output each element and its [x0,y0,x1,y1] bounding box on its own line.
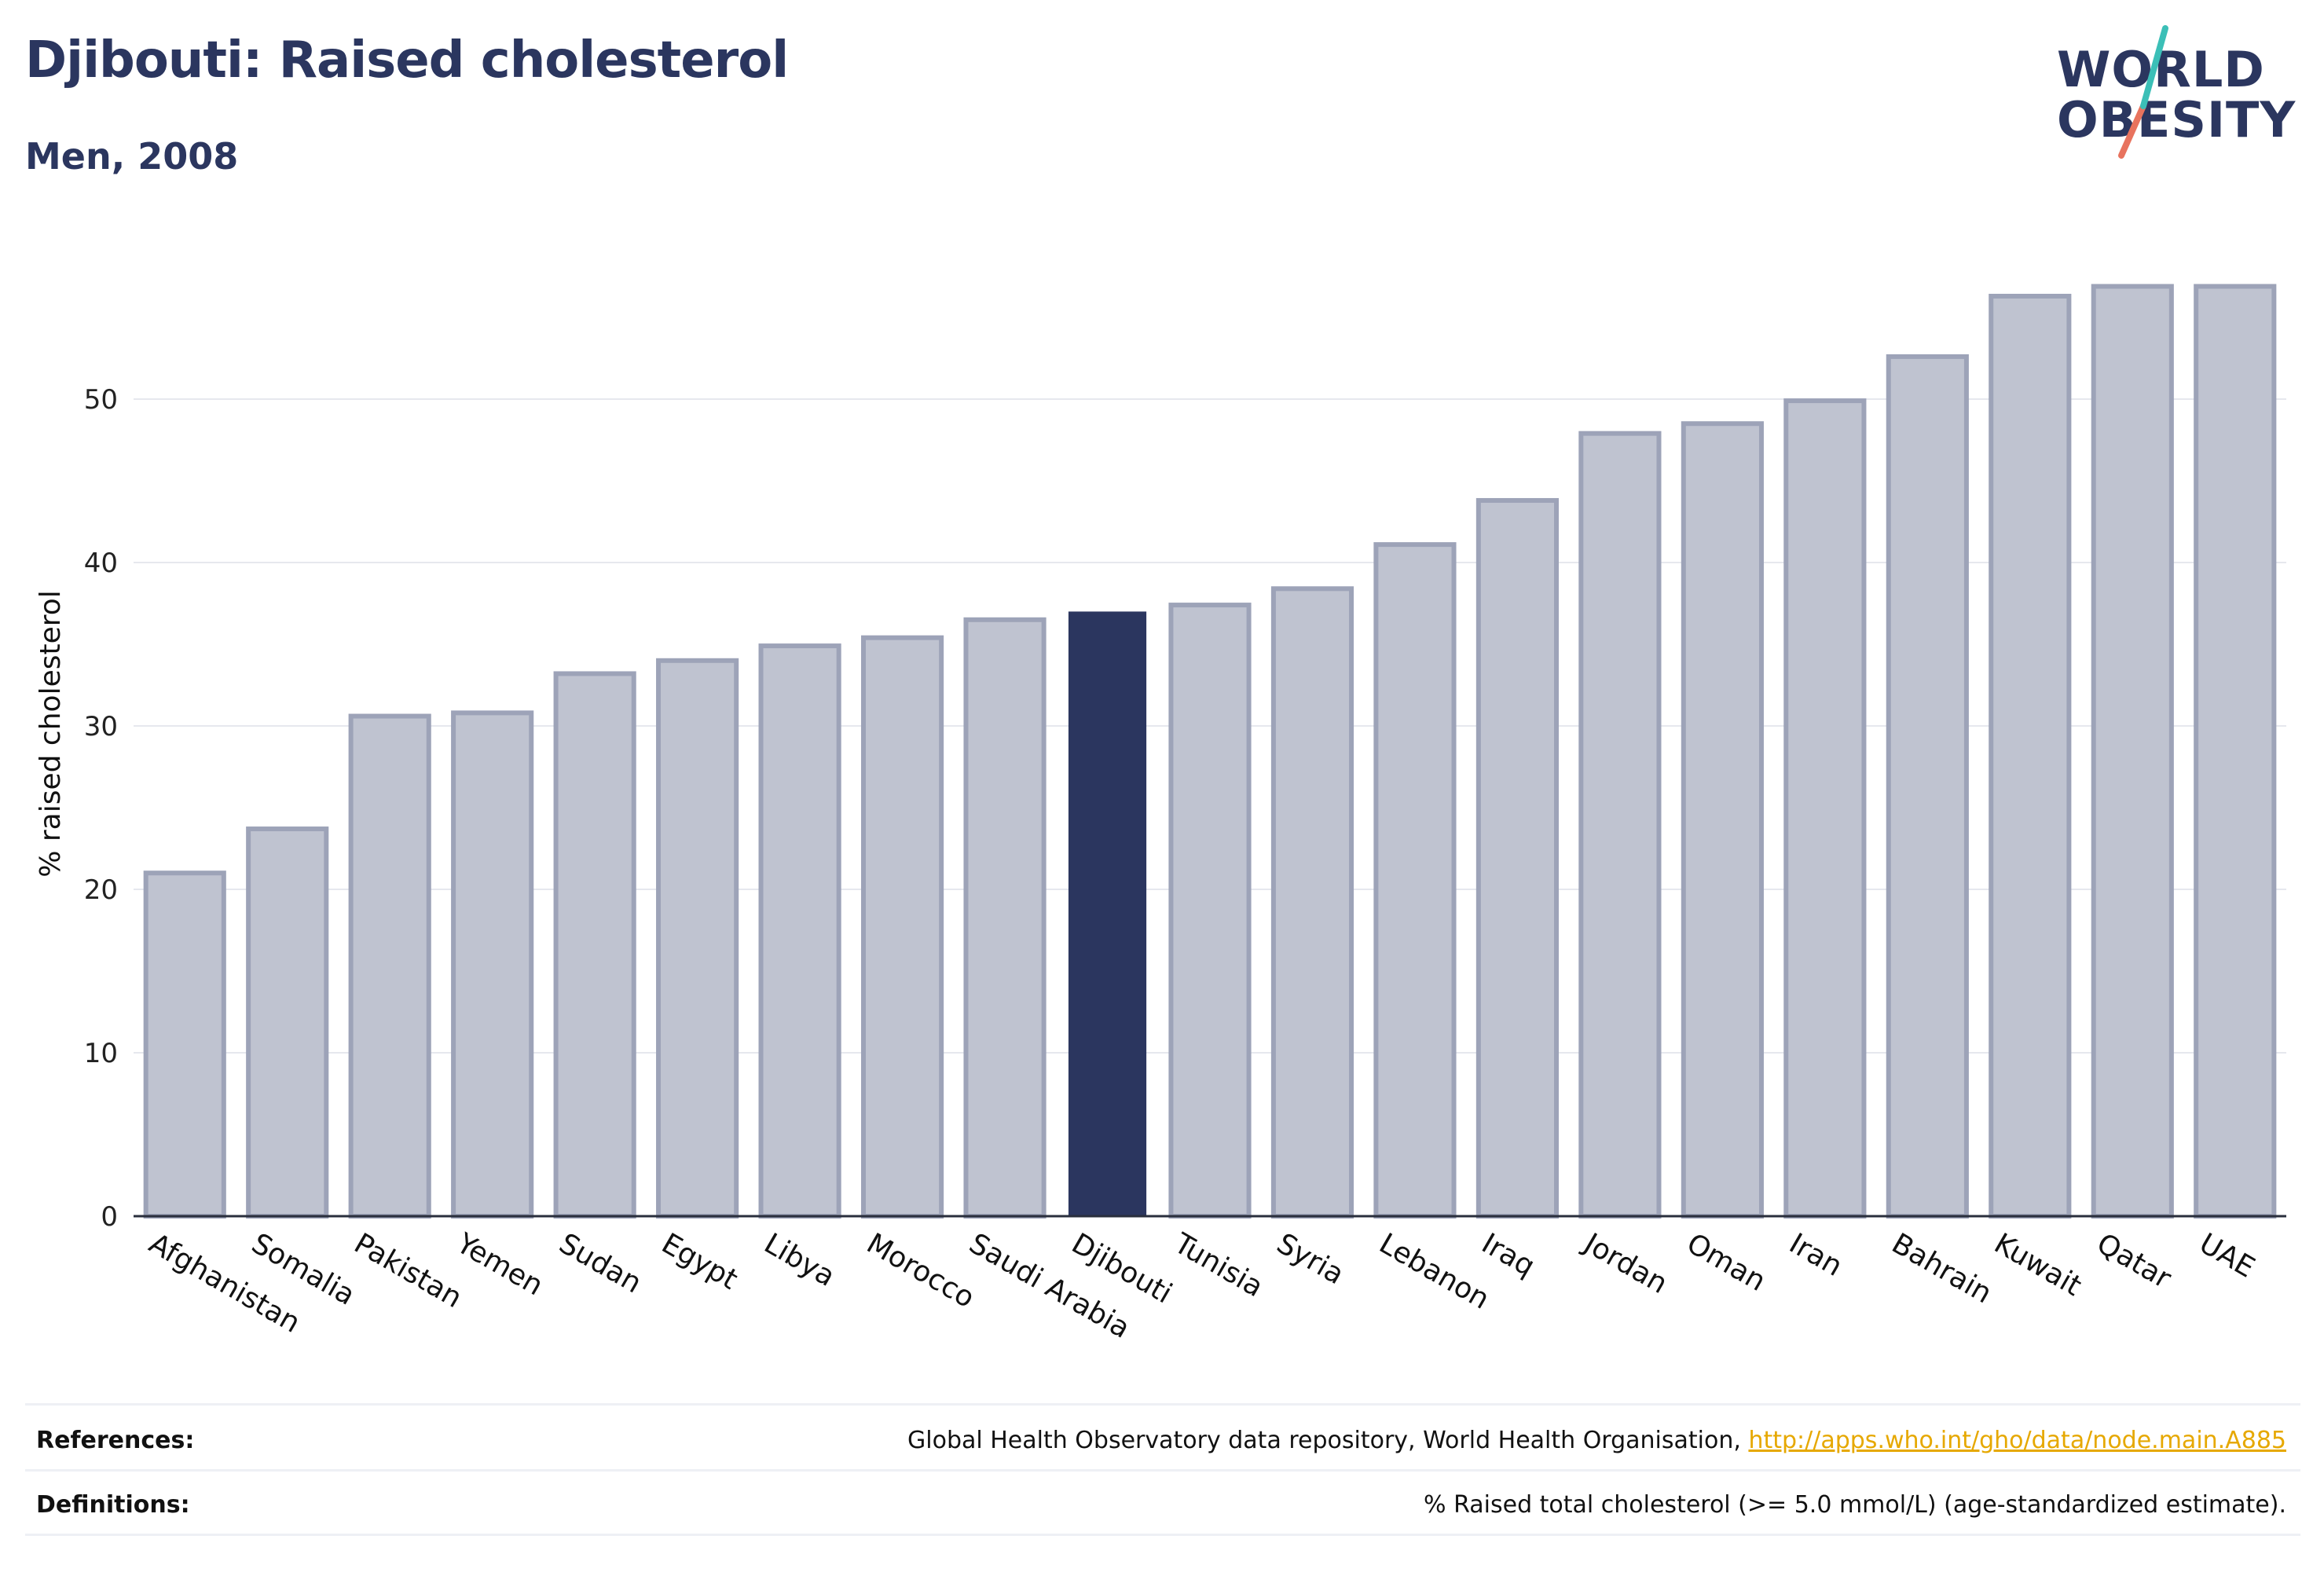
x-tick-label: Syria [1271,1227,1349,1291]
bar [1270,586,1354,1219]
x-tick-label: Qatar [2091,1227,2176,1295]
bar [1989,293,2072,1219]
bar [1783,398,1867,1219]
x-tick-label: Iraq [1476,1227,1540,1283]
bar [451,710,534,1219]
bar [963,617,1047,1219]
logo-slash-icon [2118,25,2168,159]
y-tick-label: 40 [84,548,118,579]
x-tick-label: Oman [1681,1227,1771,1298]
references-text: Global Health Observatory data repositor… [907,1427,2286,1454]
x-tick-label: Bahrain [1886,1227,1997,1310]
footer-divider-middle [25,1469,2300,1472]
y-tick-label: 50 [84,384,118,416]
x-tick-label: Egypt [656,1227,742,1296]
bar [1168,603,1252,1219]
bar [860,635,944,1219]
x-tick-label: Pakistan [349,1227,467,1314]
footer-divider-bottom [25,1534,2300,1536]
bar [1681,421,1764,1219]
bar [1578,431,1662,1219]
y-tick-label: 10 [84,1038,118,1069]
x-tick-label: Morocco [861,1227,980,1314]
logo-line-2: OBESITY [2057,91,2297,148]
bar [758,643,841,1219]
x-tick-label: Yemen [450,1227,548,1303]
bar [1886,354,1969,1219]
chart-subtitle: Men, 2008 [25,135,239,178]
bar [553,671,636,1219]
bar [1475,497,1560,1219]
chart-title: Djibouti: Raised cholesterol [25,31,789,90]
bar [246,826,329,1219]
bar [143,870,226,1219]
world-obesity-logo: WORLD OBESITY [2043,24,2310,165]
x-tick-label: UAE [2194,1227,2260,1284]
x-tick-label: Jordan [1578,1226,1673,1300]
references-link[interactable]: http://apps.who.int/gho/data/node.main.A… [1748,1427,2286,1454]
y-tick-label: 20 [84,874,118,906]
bar [656,658,739,1219]
y-tick-label: 0 [101,1201,118,1233]
x-tick-label: Sudan [554,1227,647,1299]
bar [1373,542,1457,1219]
bar-highlighted [1068,611,1147,1216]
bar [2091,284,2174,1219]
definitions-label: Definitions: [36,1491,190,1519]
x-tick-label: Iran [1783,1227,1847,1283]
x-tick-label: Kuwait [1989,1227,2087,1303]
x-tick-label: Lebanon [1373,1227,1494,1316]
footer-divider-top [25,1403,2300,1406]
bar [348,713,431,1219]
y-tick-label: 30 [84,711,118,742]
y-axis-title: % raised cholesterol [35,590,67,878]
bar [2194,284,2277,1219]
x-tick-label: Tunisia [1168,1227,1269,1303]
definitions-text: % Raised total cholesterol (>= 5.0 mmol/… [1424,1491,2286,1519]
references-label: References: [36,1427,195,1454]
references-source: Global Health Observatory data repositor… [907,1427,1749,1454]
x-tick-label: Libya [759,1227,841,1293]
